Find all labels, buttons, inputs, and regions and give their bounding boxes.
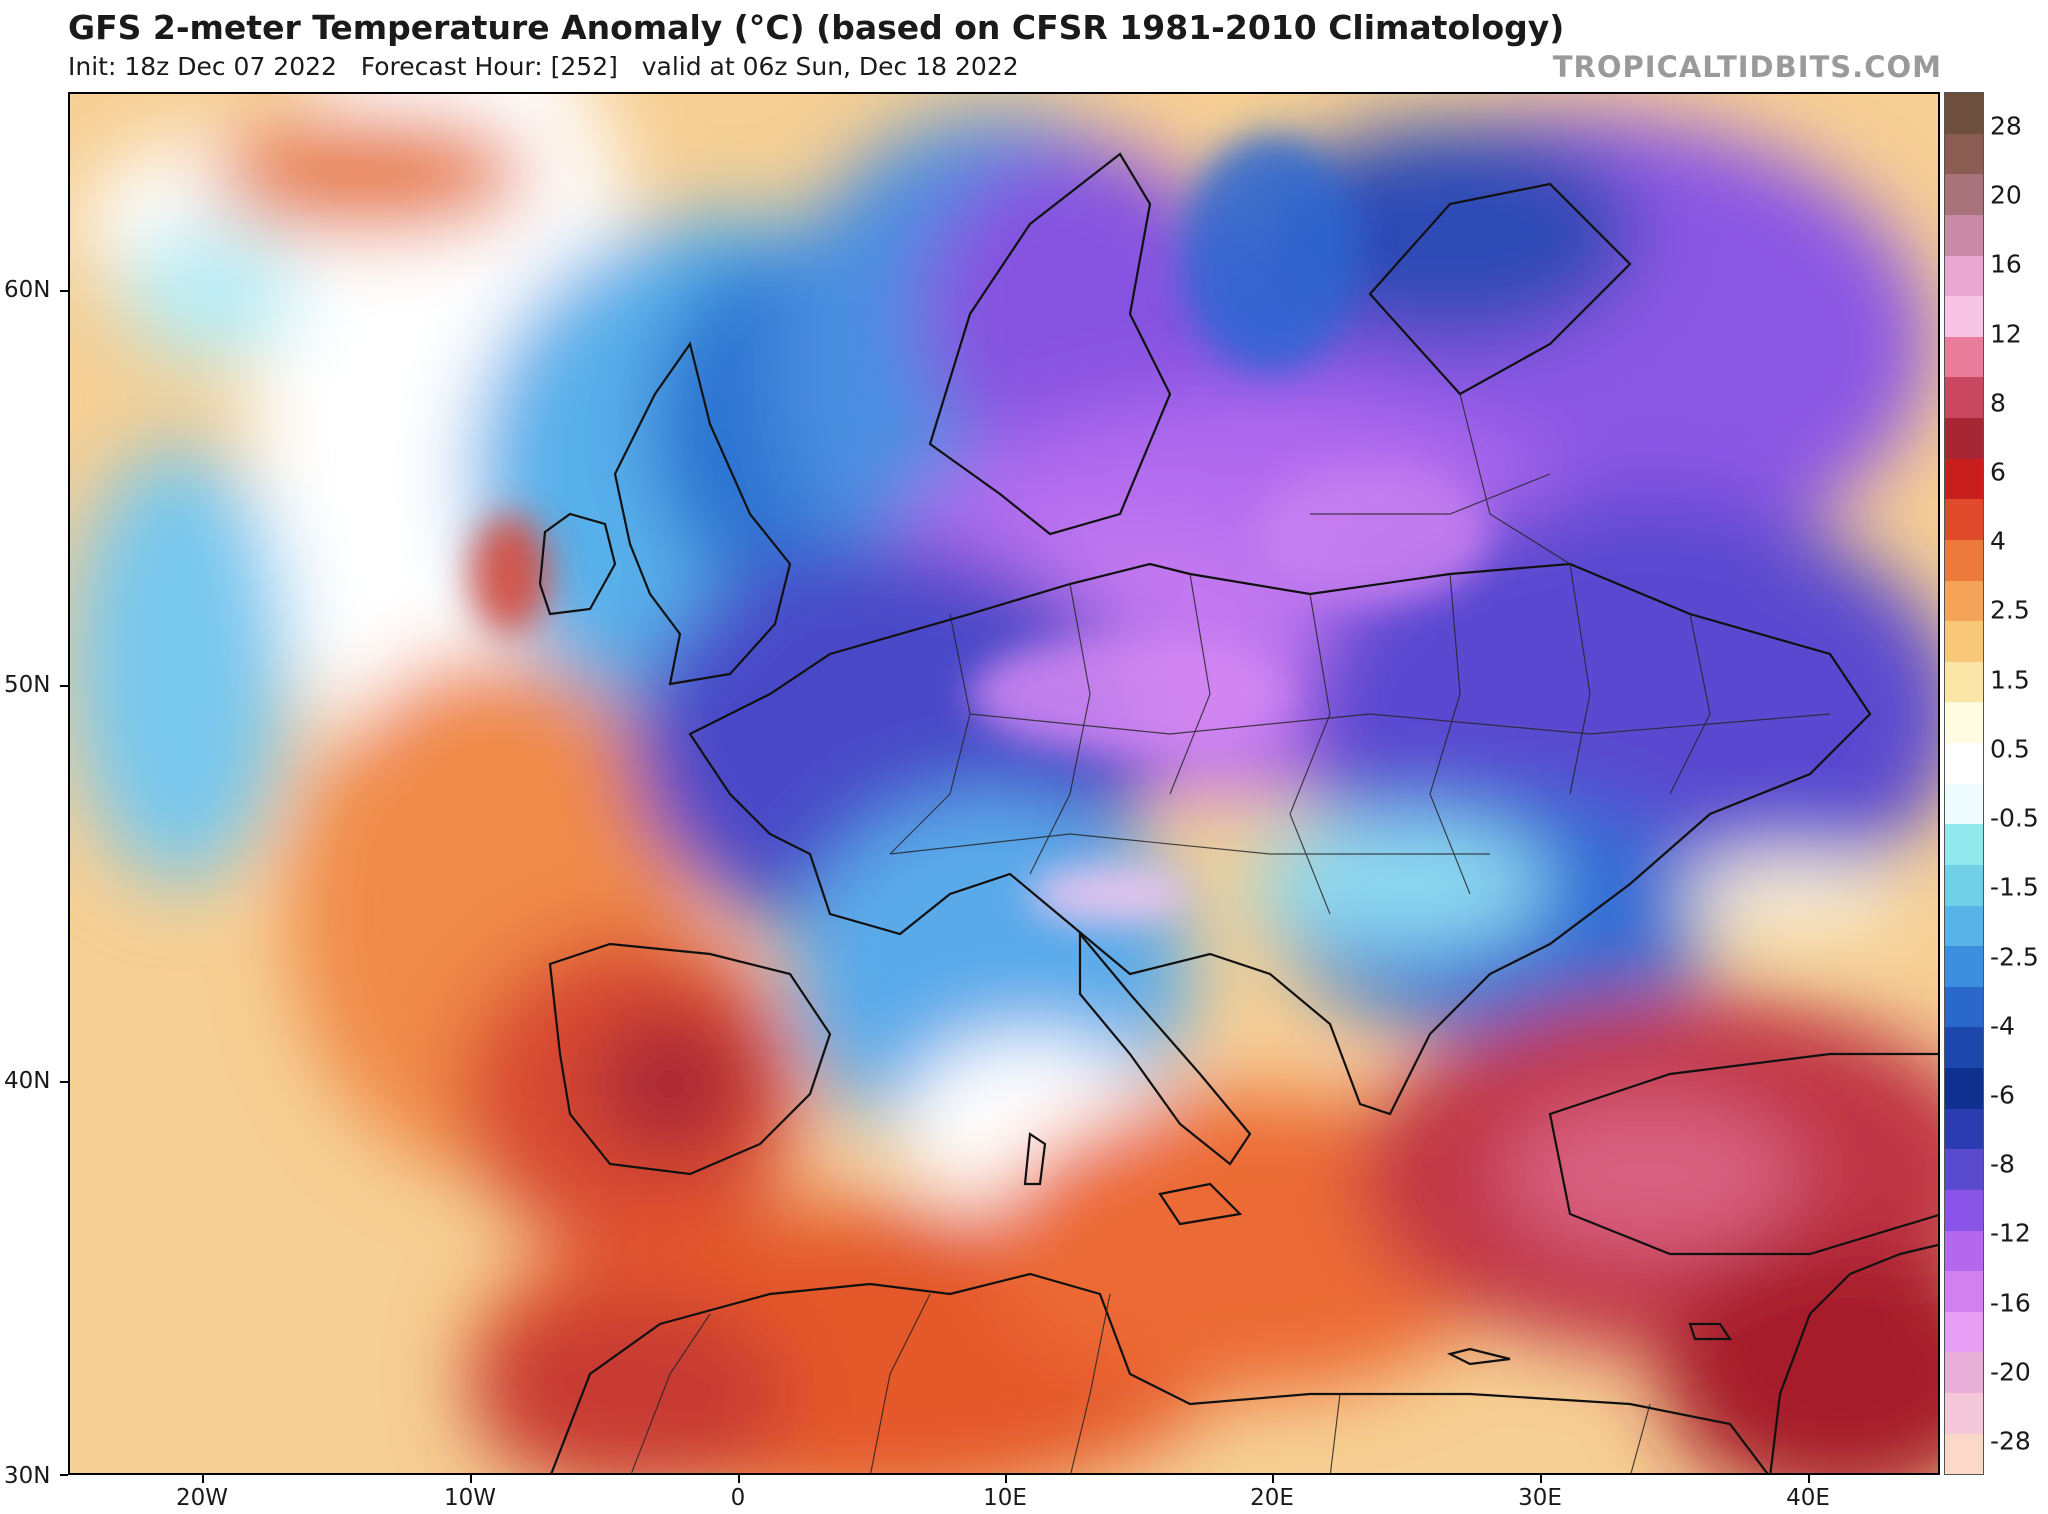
lon-tick	[1540, 1475, 1542, 1483]
colorbar-segment	[1945, 1068, 1983, 1109]
colorbar-label: -4	[1990, 1011, 2015, 1041]
colorbar-segment	[1945, 174, 1983, 215]
colorbar-label: 6	[1990, 457, 2006, 487]
sardinia-outline	[1023, 1132, 1047, 1186]
mainland-europe-outline	[688, 562, 1872, 1116]
colorbar-segment	[1945, 1108, 1983, 1150]
lon-tick	[1272, 1475, 1274, 1483]
country-borders	[630, 393, 1831, 1473]
colorbar-segment	[1945, 93, 1983, 134]
colorbar-label: -2.5	[1990, 942, 2039, 972]
colorbar-label: -0.5	[1990, 803, 2039, 833]
map-title: GFS 2-meter Temperature Anomaly (°C) (ba…	[68, 8, 1565, 47]
colorbar-segment	[1945, 986, 1983, 1028]
north-africa-coast	[550, 1272, 1769, 1473]
colorbar-segment	[1945, 946, 1983, 987]
lon-label-40e: 40E	[1786, 1485, 1830, 1511]
lon-tick	[202, 1475, 204, 1483]
colorbar-label: 28	[1990, 111, 2022, 141]
anomaly-map-canvas	[70, 94, 1938, 1473]
lat-label-30n: 30N	[4, 1463, 51, 1489]
source-brand: TROPICALTIDBITS.COM	[1552, 50, 1942, 84]
colorbar-segment	[1945, 1433, 1983, 1475]
colorbar-segment	[1945, 824, 1983, 865]
colorbar-segment	[1945, 458, 1983, 500]
colorbar-label: 0.5	[1990, 734, 2030, 764]
colorbar-segment	[1945, 1271, 1983, 1312]
colorbar-label: 4	[1990, 526, 2006, 556]
anomaly-field	[70, 94, 1938, 1473]
lon-label-20w: 20W	[175, 1485, 229, 1511]
colorbar-legend	[1944, 92, 1984, 1475]
colorbar-label: -6	[1990, 1080, 2015, 1110]
colorbar-label: -28	[1990, 1426, 2031, 1456]
colorbar-label: -12	[1990, 1218, 2031, 1248]
iberia-outline	[548, 942, 832, 1176]
anomaly-field-detail	[470, 134, 1490, 924]
colorbar-segment	[1945, 296, 1983, 337]
colorbar-label: -8	[1990, 1149, 2015, 1179]
colorbar-segment	[1945, 864, 1983, 906]
crete-outline	[1446, 1347, 1511, 1366]
lat-tick	[60, 290, 68, 292]
colorbar-label: 8	[1990, 388, 2006, 418]
colorbar-segment	[1945, 905, 1983, 947]
lon-label-0: 0	[730, 1485, 746, 1511]
colorbar-label: 1.5	[1990, 665, 2030, 695]
sicily-outline	[1158, 1182, 1243, 1226]
lat-label-50n: 50N	[4, 672, 51, 698]
colorbar-segment	[1945, 702, 1983, 743]
colorbar-segment	[1945, 1393, 1983, 1434]
colorbar-label: 2.5	[1990, 595, 2030, 625]
colorbar-segment	[1945, 336, 1983, 378]
lat-tick	[60, 685, 68, 687]
colorbar-segment	[1945, 1027, 1983, 1068]
colorbar-segment	[1945, 743, 1983, 784]
colorbar-label: -16	[1990, 1288, 2031, 1318]
lon-tick	[1005, 1475, 1007, 1483]
colorbar-segment	[1945, 214, 1983, 256]
colorbar-segment	[1945, 1230, 1983, 1272]
lon-label-30e: 30E	[1518, 1485, 1562, 1511]
colorbar-segment	[1945, 783, 1983, 825]
colorbar-segment	[1945, 1311, 1983, 1353]
lon-label-10w: 10W	[443, 1485, 497, 1511]
colorbar-label: 12	[1990, 319, 2022, 349]
colorbar-segment	[1945, 621, 1983, 662]
forecast-info: Init: 18z Dec 07 2022 Forecast Hour: [25…	[68, 52, 1019, 81]
colorbar-segment	[1945, 1149, 1983, 1190]
colorbar-segment	[1945, 418, 1983, 459]
colorbar-segment	[1945, 1352, 1983, 1393]
colorbar-segment	[1945, 539, 1983, 581]
ireland-outline	[538, 512, 617, 616]
colorbar-segment	[1945, 580, 1983, 622]
colorbar-segment	[1945, 661, 1983, 703]
colorbar-segment	[1945, 499, 1983, 540]
lat-tick	[60, 1081, 68, 1083]
lat-label-60n: 60N	[4, 277, 51, 303]
scandinavia-outline	[928, 152, 1172, 536]
lon-tick	[738, 1475, 740, 1483]
coastlines	[538, 152, 1938, 1473]
lon-tick	[1808, 1475, 1810, 1483]
cyprus-outline	[1688, 1322, 1733, 1341]
lon-label-20e: 20E	[1250, 1485, 1294, 1511]
lon-tick	[470, 1475, 472, 1483]
italy-outline	[1078, 930, 1252, 1166]
colorbar-label: 20	[1990, 180, 2022, 210]
colorbar-segment	[1945, 377, 1983, 418]
colorbar-segment	[1945, 1189, 1983, 1231]
anatolia-outline	[1548, 1052, 1938, 1256]
lon-label-10e: 10E	[983, 1485, 1027, 1511]
levant-coast	[1769, 1243, 1938, 1473]
lat-tick	[60, 1474, 68, 1476]
colorbar-segment	[1945, 133, 1983, 175]
colorbar-segment	[1945, 255, 1983, 297]
colorbar-label: -1.5	[1990, 872, 2039, 902]
great-britain-outline	[613, 341, 792, 686]
colorbar-label: 16	[1990, 249, 2022, 279]
colorbar-label: -20	[1990, 1357, 2031, 1387]
anomaly-map	[68, 92, 1940, 1475]
lat-label-40n: 40N	[4, 1068, 51, 1094]
